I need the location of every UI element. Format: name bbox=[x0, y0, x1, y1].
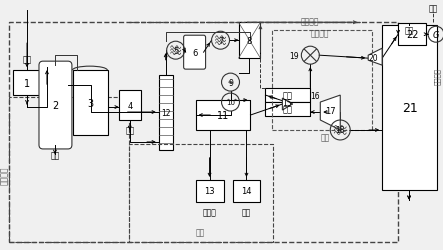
Text: 9: 9 bbox=[228, 78, 233, 87]
FancyBboxPatch shape bbox=[196, 180, 224, 202]
FancyBboxPatch shape bbox=[39, 62, 72, 149]
Text: 15: 15 bbox=[283, 98, 292, 107]
Text: 7: 7 bbox=[218, 36, 223, 46]
Text: 阴极尾气: 阴极尾气 bbox=[301, 17, 319, 26]
FancyBboxPatch shape bbox=[119, 91, 141, 120]
FancyBboxPatch shape bbox=[398, 24, 426, 46]
Text: 阳极: 阳极 bbox=[283, 91, 293, 100]
Text: 阴极: 阴极 bbox=[283, 105, 293, 114]
Text: 阴极尾气: 阴极尾气 bbox=[0, 166, 8, 184]
Polygon shape bbox=[368, 49, 382, 66]
Text: 硫碗: 硫碗 bbox=[242, 208, 251, 217]
FancyBboxPatch shape bbox=[238, 23, 260, 59]
Text: 阴极尾气: 阴极尾气 bbox=[311, 29, 330, 38]
Text: 1: 1 bbox=[24, 78, 30, 88]
Text: 蒸汽: 蒸汽 bbox=[196, 228, 205, 237]
Text: 4: 4 bbox=[127, 101, 132, 110]
FancyBboxPatch shape bbox=[159, 76, 173, 150]
Text: G: G bbox=[433, 30, 439, 40]
FancyBboxPatch shape bbox=[265, 103, 311, 117]
Text: 原煤: 原煤 bbox=[23, 55, 31, 64]
Text: 8: 8 bbox=[247, 36, 252, 46]
Polygon shape bbox=[320, 96, 340, 130]
FancyBboxPatch shape bbox=[382, 26, 437, 190]
Text: 11: 11 bbox=[217, 110, 229, 120]
Text: 飞灰: 飞灰 bbox=[125, 126, 134, 134]
FancyBboxPatch shape bbox=[184, 36, 206, 70]
Text: 固态盐: 固态盐 bbox=[202, 208, 217, 217]
FancyBboxPatch shape bbox=[265, 89, 311, 103]
Text: 6: 6 bbox=[192, 48, 197, 58]
FancyBboxPatch shape bbox=[233, 180, 260, 202]
Text: 16: 16 bbox=[311, 91, 320, 100]
Polygon shape bbox=[282, 99, 292, 110]
Text: 2: 2 bbox=[52, 101, 58, 110]
Text: 13: 13 bbox=[204, 186, 215, 196]
Text: 12: 12 bbox=[161, 108, 171, 118]
Text: 22: 22 bbox=[406, 30, 418, 40]
Text: 20: 20 bbox=[369, 54, 378, 62]
Text: 19: 19 bbox=[289, 52, 298, 60]
FancyBboxPatch shape bbox=[73, 71, 108, 136]
Text: 炉渣: 炉渣 bbox=[51, 150, 59, 159]
Text: 18: 18 bbox=[335, 126, 345, 135]
FancyBboxPatch shape bbox=[196, 101, 250, 130]
Text: 21: 21 bbox=[402, 102, 417, 115]
Text: 5: 5 bbox=[173, 46, 178, 56]
Text: 空气: 空气 bbox=[321, 132, 330, 141]
Text: 高温蒸汽: 高温蒸汽 bbox=[434, 67, 440, 84]
Text: 3: 3 bbox=[87, 98, 93, 108]
Text: 抽汽: 抽汽 bbox=[428, 4, 438, 13]
Text: 17: 17 bbox=[325, 106, 336, 115]
Text: 排烟: 排烟 bbox=[404, 26, 414, 35]
Text: 10: 10 bbox=[226, 100, 235, 106]
FancyBboxPatch shape bbox=[13, 71, 41, 96]
Text: 14: 14 bbox=[241, 186, 252, 196]
